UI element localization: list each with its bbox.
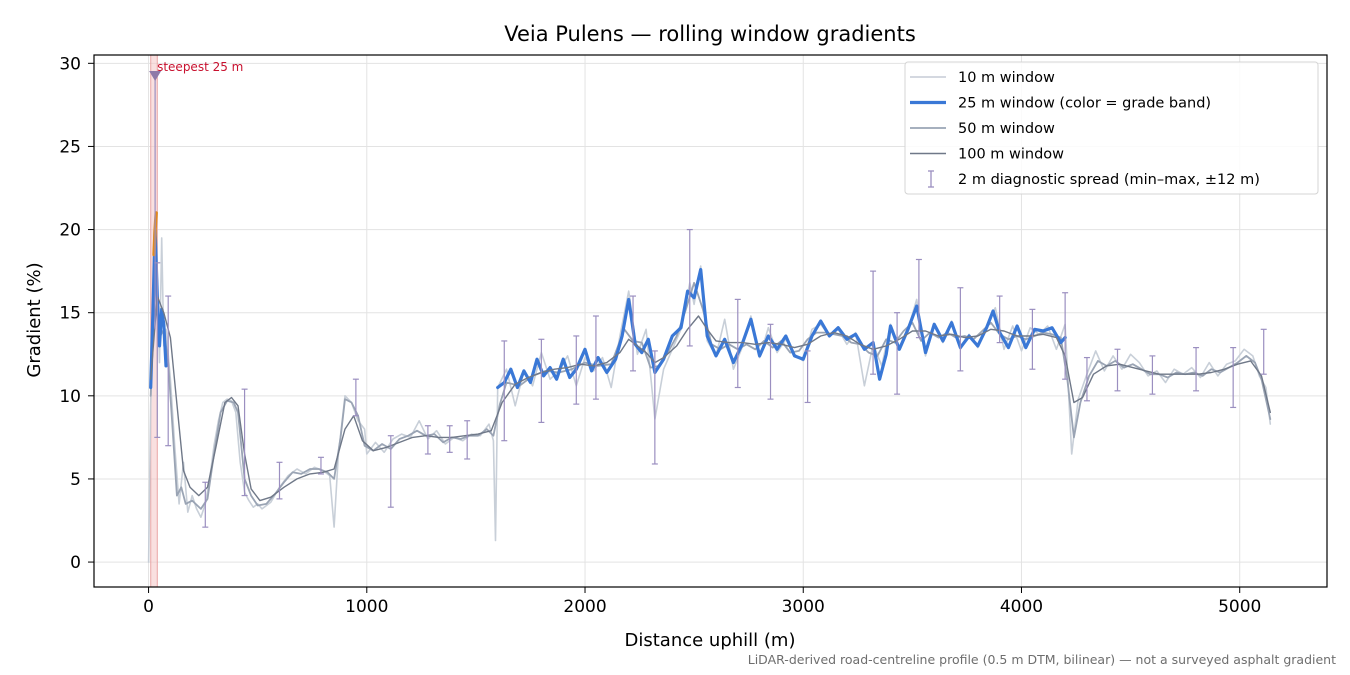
legend-label: 2 m diagnostic spread (min–max, ±12 m) xyxy=(958,172,1260,188)
series-line-w25 xyxy=(149,228,168,390)
y-tick-label: 25 xyxy=(59,137,81,157)
y-tick-label: 20 xyxy=(59,221,81,241)
y-tick-label: 15 xyxy=(59,304,81,324)
x-axis-title: Distance uphill (m) xyxy=(625,630,796,651)
legend-label: 50 m window xyxy=(958,121,1055,137)
x-tick-label: 0 xyxy=(143,597,154,617)
caption: LiDAR-derived road-centreline profile (0… xyxy=(748,652,1336,667)
y-tick-label: 10 xyxy=(59,387,81,407)
legend-label: 25 m window (color = grade band) xyxy=(958,96,1211,112)
legend-box xyxy=(904,61,1319,195)
legend: 10 m window 25 m window (color = grade ba… xyxy=(904,61,1319,195)
y-tick-label: 30 xyxy=(59,54,81,74)
y-tick-label: 0 xyxy=(70,553,81,573)
grid xyxy=(94,55,1327,587)
legend-label: 10 m window xyxy=(958,70,1055,86)
chart-title: Veia Pulens — rolling window gradients xyxy=(504,22,916,46)
plot-frame xyxy=(93,54,1328,588)
x-tick-label: 5000 xyxy=(1218,597,1261,617)
errorbar-layer xyxy=(154,228,1267,528)
series-line-w50 xyxy=(149,270,1272,510)
x-tick-label: 3000 xyxy=(782,597,825,617)
x-tick-label: 2000 xyxy=(563,597,606,617)
annotation-layer: steepest 25 m xyxy=(149,60,243,330)
steepest-marker xyxy=(149,70,162,81)
x-tick-label: 1000 xyxy=(345,597,388,617)
x-tick-label: 4000 xyxy=(1000,597,1043,617)
y-tick-label: 5 xyxy=(70,470,81,490)
axis-ticks: 0 1000 2000 3000 4000 5000 0 5 10 15 20 25 30 xyxy=(59,54,1261,617)
legend-label: 100 m window xyxy=(958,147,1064,163)
y-axis-title: Gradient (%) xyxy=(24,262,45,377)
steepest-annotation: steepest 25 m xyxy=(157,60,243,74)
series-layer xyxy=(147,211,1272,563)
series-line-w100 xyxy=(150,295,1271,502)
